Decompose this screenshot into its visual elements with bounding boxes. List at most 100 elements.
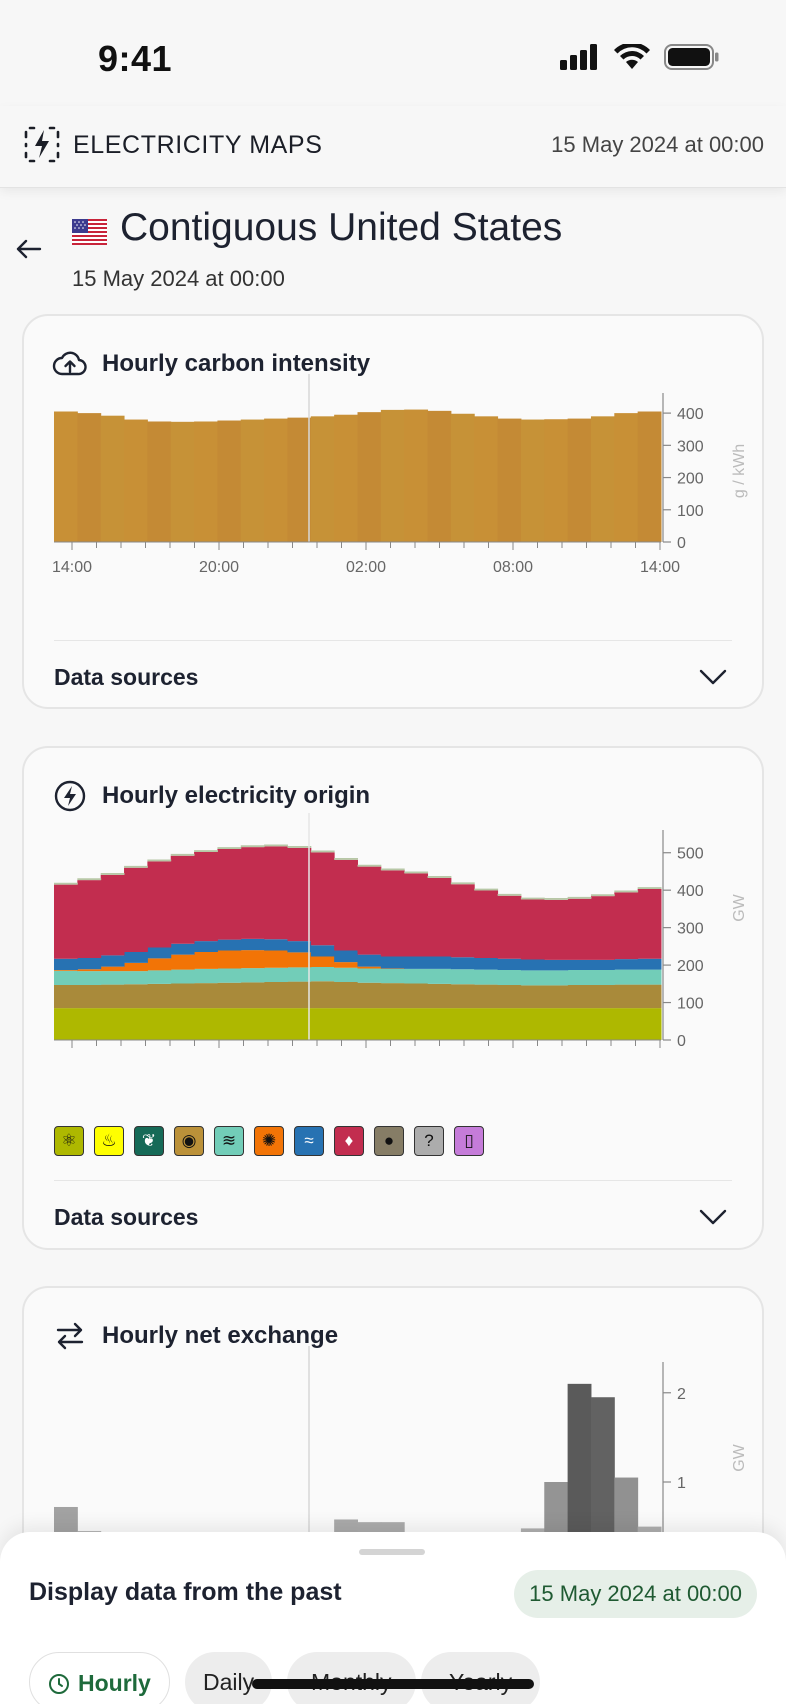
- net-exchange-chart[interactable]: 012GW: [24, 1338, 766, 1558]
- carbon-bar: [100, 415, 125, 542]
- carbon-bar: [614, 413, 639, 542]
- x-tick-label: 08:00: [493, 559, 533, 576]
- time-controller-sheet: Display data from the past 15 May 2024 a…: [0, 1532, 786, 1704]
- unknown-icon[interactable]: ?: [414, 1126, 444, 1156]
- header-date: 15 May 2024 at 00:00: [551, 132, 764, 157]
- carbon-bar: [217, 420, 242, 542]
- origin-series-oil: [54, 844, 662, 900]
- y-tick-label: 1: [677, 1475, 686, 1492]
- card-title: Hourly electricity origin: [102, 782, 371, 809]
- carbon-bar: [170, 421, 195, 542]
- lightning-circle-icon: [54, 780, 86, 812]
- gas-icon[interactable]: ◉: [174, 1126, 204, 1156]
- y-axis-label: g / kWh: [731, 444, 748, 498]
- carbon-bar: [357, 412, 382, 542]
- nuclear-icon[interactable]: ⚛: [54, 1126, 84, 1156]
- chevron-down-icon[interactable]: [698, 1202, 728, 1232]
- y-tick-label: 200: [677, 471, 704, 488]
- sheet-title: Display data from the past: [29, 1578, 342, 1606]
- coal-icon[interactable]: ♦: [334, 1126, 364, 1156]
- status-time: 9:41: [98, 38, 173, 79]
- y-tick-label: 100: [677, 996, 704, 1013]
- y-tick-label: 400: [677, 883, 704, 900]
- y-axis-label: GW: [731, 893, 748, 921]
- tab-daily[interactable]: Daily: [185, 1652, 273, 1704]
- x-tick-label: 02:00: [346, 1057, 386, 1058]
- biomass-icon[interactable]: ❦: [134, 1126, 164, 1156]
- carbon-bar: [194, 421, 218, 542]
- battery-storage-icon[interactable]: ▯: [454, 1126, 484, 1156]
- status-icons: [560, 44, 720, 70]
- geothermal-icon[interactable]: ♨: [94, 1126, 124, 1156]
- carbon-bar: [520, 419, 545, 542]
- exchange-bar: [567, 1383, 592, 1558]
- electricity-origin-chart[interactable]: 0 100 200 300 400 500 GW 14:00 20:00 02:00 08:00 14…: [24, 798, 766, 1058]
- drag-handle[interactable]: [359, 1549, 425, 1555]
- exchange-arrows-icon: [56, 1322, 84, 1350]
- home-indicator[interactable]: [252, 1679, 534, 1689]
- y-tick-label: 0: [677, 1033, 686, 1050]
- carbon-bar: [54, 411, 78, 542]
- tab-hourly[interactable]: Hourly: [29, 1652, 170, 1704]
- origin-series-nuclear: [54, 1008, 662, 1040]
- selected-date-badge[interactable]: 15 May 2024 at 00:00: [514, 1570, 757, 1618]
- tab-monthly[interactable]: Monthly: [287, 1652, 416, 1704]
- back-arrow-icon[interactable]: [12, 232, 46, 266]
- data-sources-label[interactable]: Data sources: [54, 664, 199, 690]
- chevron-down-icon[interactable]: [698, 662, 728, 692]
- carbon-bar: [567, 418, 592, 542]
- production-mode-legend: ⚛ ♨ ❦ ◉ ≋ ✺ ≈ ♦ ●? ▯: [54, 1126, 484, 1156]
- status-bar: 9:41: [0, 0, 786, 106]
- x-tick-label: 02:00: [346, 559, 386, 576]
- card-title: Hourly carbon intensity: [102, 350, 371, 377]
- carbon-bar: [124, 419, 148, 542]
- y-tick-label: 400: [677, 406, 704, 423]
- zone-title: Contiguous United States: [120, 206, 563, 249]
- carbon-bar: [380, 409, 405, 542]
- app-name[interactable]: ELECTRICITY MAPS: [73, 131, 323, 159]
- electricity-maps-logo-icon[interactable]: [22, 124, 62, 164]
- carbon-bar: [147, 421, 172, 542]
- y-tick-label: 300: [677, 921, 704, 938]
- solar-icon[interactable]: ✺: [254, 1126, 284, 1156]
- y-tick-label: 300: [677, 438, 704, 455]
- battery-icon: [664, 44, 719, 70]
- data-sources-label[interactable]: Data sources: [54, 1204, 199, 1230]
- cloud-upload-icon: [52, 351, 87, 376]
- tab-label: Daily: [203, 1669, 255, 1695]
- x-tick-label: 20:00: [199, 559, 239, 576]
- y-tick-label: 2: [677, 1386, 686, 1403]
- y-tick-label: 200: [677, 958, 704, 975]
- carbon-intensity-chart[interactable]: 0 100 200 300 400 g / kWh 14:00 20:00 02:00 08:00…: [24, 366, 766, 586]
- carbon-bar: [77, 413, 102, 542]
- clock-icon: [49, 1674, 69, 1694]
- tab-label: Hourly: [78, 1670, 151, 1696]
- wifi-icon: [614, 44, 650, 69]
- x-tick-label: 14:00: [640, 559, 680, 576]
- carbon-bar: [240, 419, 265, 542]
- hydro-icon[interactable]: ≈: [294, 1126, 324, 1156]
- x-tick-label: 08:00: [493, 1057, 533, 1058]
- carbon-bar: [334, 414, 358, 542]
- x-tick-label: 14:00: [640, 1057, 680, 1058]
- x-tick-label: 14:00: [52, 559, 92, 576]
- origin-series-gas: [54, 981, 662, 1009]
- app-header: ELECTRICITY MAPS 15 May 2024 at 00:00: [0, 106, 786, 188]
- carbon-bar: [450, 413, 475, 542]
- divider: [54, 1180, 732, 1181]
- y-tick-label: 100: [677, 503, 704, 520]
- tab-yearly[interactable]: Yearly: [421, 1652, 541, 1704]
- zone-date: 15 May 2024 at 00:00: [72, 266, 285, 291]
- x-tick-label: 20:00: [199, 1057, 239, 1058]
- carbon-bar: [264, 418, 288, 542]
- oil-icon[interactable]: ●: [374, 1126, 404, 1156]
- origin-series-wind: [54, 966, 662, 986]
- carbon-bar: [497, 418, 522, 542]
- electricity-origin-card: Hourly electricity origin 0 100 200 300 400 5…: [22, 746, 764, 1250]
- cellular-signal-icon: [560, 44, 597, 70]
- carbon-bar: [310, 416, 335, 542]
- card-title: Hourly net exchange: [102, 1322, 339, 1349]
- wind-icon[interactable]: ≋: [214, 1126, 244, 1156]
- divider: [54, 640, 732, 641]
- y-tick-label: 0: [677, 535, 686, 552]
